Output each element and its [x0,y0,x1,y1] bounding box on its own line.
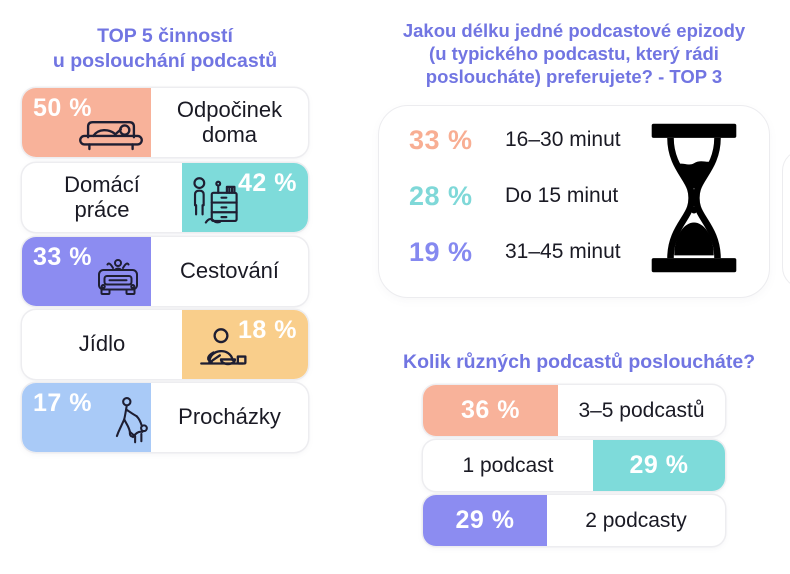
episode-length-row-2: 28 % Do 15 minut [409,176,618,216]
activity-pct-cestovani: 33 % [33,243,92,271]
podcast-count-row-1: 36 % 3–5 podcastů [423,385,725,436]
episode-length-pct-1: 33 % [409,124,473,155]
episode-length-row-3: 19 % 31–45 minut [409,232,621,272]
activity-row-domaci-prace: Domácí práce 42 % [22,163,308,232]
activity-pct-odpocinek: 50 % [33,94,92,122]
episode-length-title-line1: Jakou délku jedné podcastové epizody [402,20,746,41]
left-chart-title-line1: TOP 5 činností [97,25,233,47]
hourglass-icon [647,122,741,274]
activity-row-odpocinek: 50 % Odpočinek doma [22,88,308,157]
episode-length-pct-2: 28 % [409,180,473,211]
activity-bar-cestovani: 33 % [22,237,151,306]
podcast-count-bar-2: 29 % [593,440,725,491]
episode-length-title: Jakou délku jedné podcastové epizody (u … [378,19,770,88]
episode-length-label-1: 16–30 minut [505,128,621,151]
episode-length-label-3: 31–45 minut [505,240,621,263]
episode-length-row-1: 33 % 16–30 minut [409,120,621,160]
activity-label-prochazky: Procházky [178,404,281,430]
activity-label-jidlo: Jídlo [78,331,126,357]
activity-pct-prochazky: 17 % [33,389,92,417]
episode-length-pct-3: 19 % [409,236,473,267]
activity-pct-domaci-prace: 42 % [238,169,297,197]
activity-pct-jidlo: 18 % [238,316,297,344]
podcast-count-title: Kolik různých podcastů posloucháte? [403,351,756,373]
episode-length-label-2: Do 15 minut [505,184,619,207]
podcast-count-label-3: 2 podcasty [585,508,687,532]
activity-bar-odpocinek: 50 % [22,88,151,157]
podcast-count-bar-3: 29 % [423,495,547,546]
activity-row-prochazky: 17 % Procházky [22,383,308,452]
activity-bar-domaci-prace: 42 % [182,163,308,232]
podcast-count-label-1: 3–5 podcastů [578,398,705,422]
activity-row-jidlo: Jídlo 18 % [22,310,308,379]
episode-length-card: 33 % 16–30 minut 28 % Do 15 minut 19 % 3… [378,105,770,298]
podcast-count-row-2: 1 podcast 29 % [423,440,725,491]
activity-row-cestovani: 33 % Cestování [22,237,308,306]
left-chart-title: TOP 5 činností u poslouchání podcastů [10,24,320,74]
car-icon [93,255,143,303]
activity-label-cestovani: Cestování [179,258,280,284]
couch-icon [75,109,147,155]
dog-walk-icon [106,394,158,450]
activity-label-odpocinek: Odpočinek doma [176,96,283,147]
eating-icon [192,323,250,375]
episode-length-title-line2: (u typického podcastu, který rádi [429,43,719,64]
cutoff-card [782,149,790,289]
activity-bar-jidlo: 18 % [182,310,308,379]
episode-length-title-line3: posloucháte) preferujete? - TOP 3 [425,66,723,87]
cleaning-icon [188,175,242,229]
podcast-count-label-2: 1 podcast [462,453,554,477]
activity-bar-prochazky: 17 % [22,383,151,452]
podcast-count-bar-1: 36 % [423,385,558,436]
podcast-count-row-3: 29 % 2 podcasty [423,495,725,546]
left-chart-title-line2: u poslouchání podcastů [52,50,278,72]
activity-label-domaci-prace: Domácí práce [64,171,140,222]
